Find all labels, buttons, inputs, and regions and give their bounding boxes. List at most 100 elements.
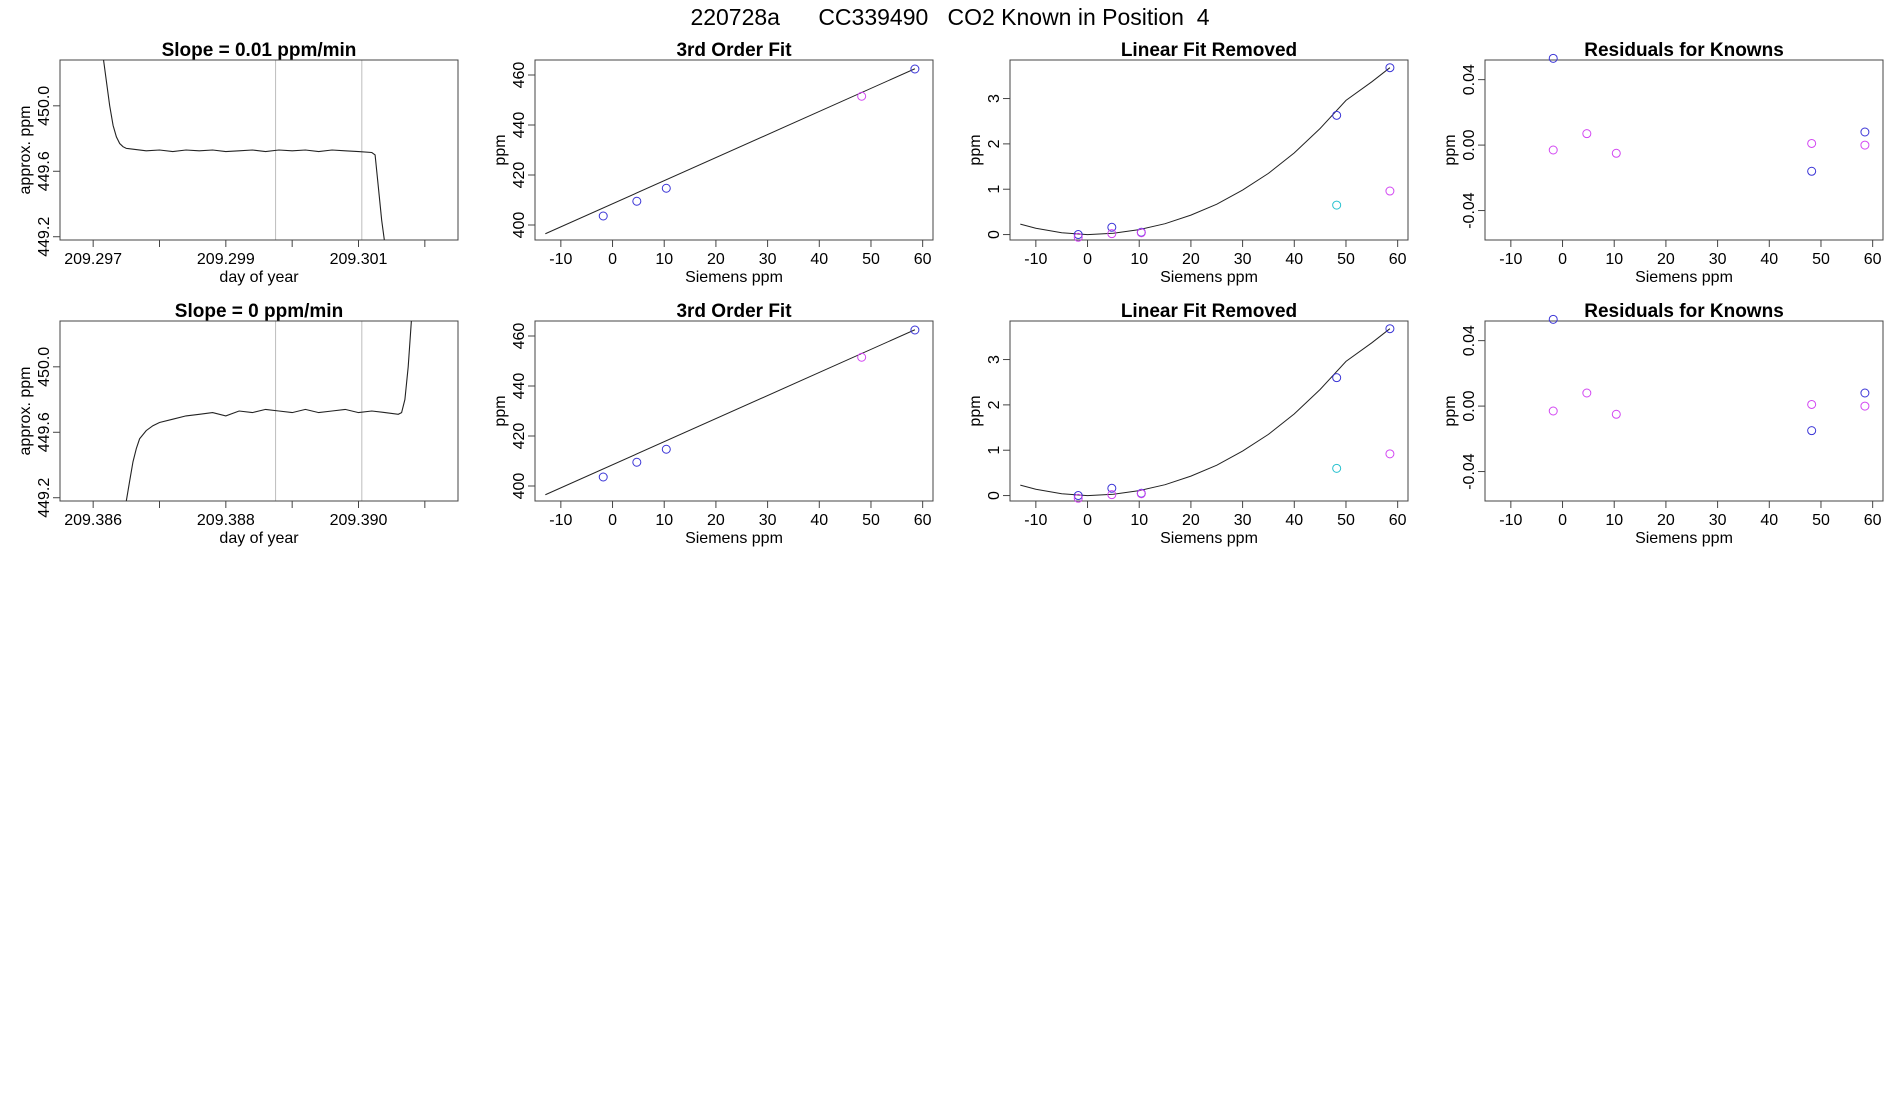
chart-title: Residuals for Knowns [1584, 301, 1784, 322]
x-tick-label: 10 [655, 251, 673, 268]
panel-row1-3rd-order-fit: 3rd Order Fit -10 0 10 20 30 40 50 60 400 420 440 46… [492, 40, 934, 286]
x-tick-label: 50 [1812, 251, 1830, 268]
y-axis-label: ppm [967, 134, 984, 165]
panel-row1-linear-fit-removed: Linear Fit Removed -10 0 10 20 30 40 50 60 0 1 2 3 Si… [967, 40, 1409, 286]
x-axis-label: Siemens ppm [685, 530, 783, 547]
plot-frame [534, 59, 934, 241]
data-point [1611, 148, 1621, 158]
x-tick-label: 209.299 [197, 251, 255, 268]
x-tick-label: 60 [914, 251, 932, 268]
y-tick-label: 450.0 [36, 347, 53, 387]
y-tick-label: 460 [511, 62, 528, 89]
y-tick-label: 0.04 [1461, 64, 1478, 95]
plot-frame [1009, 59, 1409, 241]
x-tick-label: 20 [707, 512, 725, 529]
x-tick-label: 60 [1389, 251, 1407, 268]
x-tick-label: 20 [707, 251, 725, 268]
data-point [661, 444, 671, 454]
panel-row1-timeseries: Slope = 0.01 ppm/min 209.297 209.299 209.30… [17, 40, 459, 286]
x-tick-label: 0 [608, 251, 617, 268]
y-tick-label: 3 [986, 355, 1003, 364]
data-point [632, 196, 642, 206]
chart-title: Linear Fit Removed [1121, 301, 1297, 322]
x-tick-label: 40 [1760, 251, 1778, 268]
chart-title: Slope = 0 ppm/min [175, 301, 343, 322]
x-tick-label: 50 [1337, 251, 1355, 268]
data-point [1136, 489, 1146, 499]
data-point [857, 352, 867, 362]
data-point [1807, 138, 1817, 148]
x-tick-label: -10 [549, 512, 572, 529]
plot-frame [534, 320, 934, 502]
y-axis-label: ppm [967, 395, 984, 426]
y-tick-label: 3 [986, 94, 1003, 103]
data-point [910, 325, 920, 335]
x-tick-label: 50 [1337, 512, 1355, 529]
data-point [1107, 483, 1117, 493]
x-tick-label: -10 [1499, 512, 1522, 529]
x-tick-label: 20 [1657, 512, 1675, 529]
data-point [1807, 166, 1817, 176]
data-point [1548, 145, 1558, 155]
x-tick-label: 0 [1558, 512, 1567, 529]
x-tick-label: 0 [1083, 251, 1092, 268]
series-line [102, 60, 385, 240]
y-tick-label: 0.00 [1461, 129, 1478, 160]
x-tick-label: 40 [810, 512, 828, 529]
y-axis-label: approx. ppm [17, 106, 34, 195]
x-tick-label: 10 [1605, 512, 1623, 529]
x-tick-label: 10 [1130, 251, 1148, 268]
x-tick-label: 209.388 [197, 512, 255, 529]
plot-frame [59, 320, 459, 502]
fit-curve [1020, 328, 1391, 497]
x-tick-label: 30 [759, 512, 777, 529]
y-tick-label: -0.04 [1461, 453, 1478, 490]
data-point [1807, 426, 1817, 436]
data-point [1548, 406, 1558, 416]
x-tick-label: 40 [1285, 512, 1303, 529]
data-point [1107, 222, 1117, 232]
x-tick-label: 50 [1812, 512, 1830, 529]
x-tick-label: 60 [1864, 512, 1882, 529]
data-point [1385, 324, 1395, 334]
x-tick-label: 209.390 [330, 512, 388, 529]
data-point [1073, 491, 1083, 501]
x-tick-label: 209.301 [330, 251, 388, 268]
x-tick-label: 30 [1709, 251, 1727, 268]
x-tick-label: -10 [549, 251, 572, 268]
data-point [1107, 490, 1117, 500]
x-tick-label: 60 [1389, 512, 1407, 529]
data-point [1860, 388, 1870, 398]
x-tick-label: 20 [1182, 251, 1200, 268]
y-tick-label: 0 [986, 230, 1003, 239]
y-tick-label: 449.6 [36, 151, 53, 191]
x-axis-label: Siemens ppm [1160, 269, 1258, 286]
data-point [1073, 232, 1083, 242]
fit-line [545, 68, 916, 235]
data-point [910, 64, 920, 74]
data-point [1385, 186, 1395, 196]
y-tick-label: 449.2 [36, 478, 53, 518]
data-point [857, 91, 867, 101]
x-tick-label: 0 [608, 512, 617, 529]
x-tick-label: 40 [810, 251, 828, 268]
x-axis-label: Siemens ppm [1635, 269, 1733, 286]
y-tick-label: 449.6 [36, 412, 53, 452]
data-point [1332, 373, 1342, 383]
y-axis-label: ppm [1442, 395, 1459, 426]
plot-area [545, 68, 916, 235]
chart-title: 3rd Order Fit [676, 40, 792, 61]
plot-frame [59, 59, 459, 241]
x-tick-label: 50 [862, 251, 880, 268]
chart-title: 3rd Order Fit [676, 301, 792, 322]
y-tick-label: 1 [986, 446, 1003, 455]
x-tick-label: 0 [1558, 251, 1567, 268]
data-point [1107, 229, 1117, 239]
x-tick-label: 60 [1864, 251, 1882, 268]
data-point [598, 211, 608, 221]
plot-frame [1009, 320, 1409, 502]
data-point [598, 472, 608, 482]
series-line [125, 321, 412, 501]
x-tick-label: 0 [1083, 512, 1092, 529]
x-tick-label: 10 [1605, 251, 1623, 268]
